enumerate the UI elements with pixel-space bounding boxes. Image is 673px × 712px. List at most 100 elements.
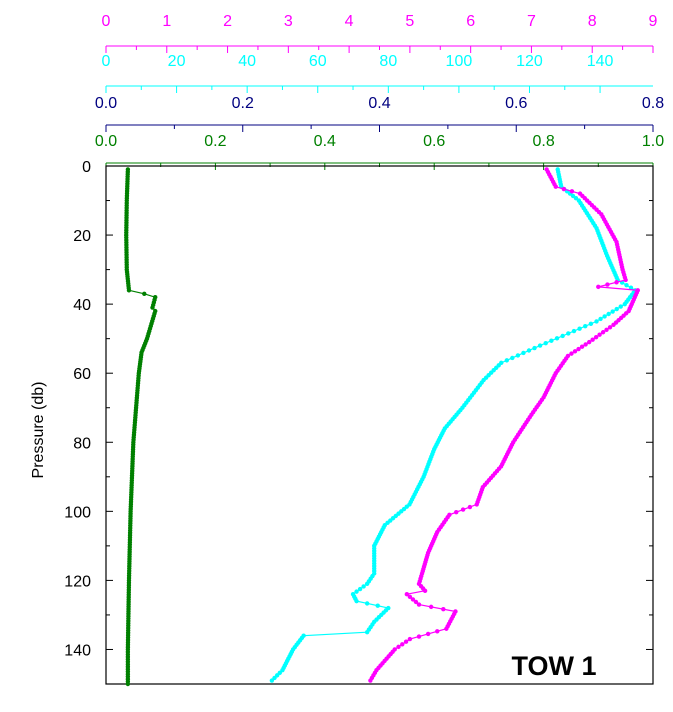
x-tick-label-cyan: 100 [446, 53, 473, 70]
data-point-magenta [569, 189, 575, 194]
x-tick-label-green: 0.4 [314, 133, 336, 150]
data-point-magenta [586, 339, 592, 345]
y-tick-label: 20 [73, 228, 91, 245]
data-point-cyan [624, 282, 629, 288]
series-green [124, 167, 158, 687]
data-point-magenta [416, 634, 422, 639]
data-point-cyan [537, 343, 543, 348]
tow-annotation: TOW 1 [511, 651, 596, 681]
x-axis-cyan: 0 20 40 60 80 100 120 140 [102, 53, 653, 93]
x-tick-label-green: 0.0 [95, 133, 117, 150]
data-point-cyan [269, 678, 275, 683]
x-tick-label-navy: 0.6 [505, 95, 527, 112]
y-axis: 0 20 40 60 80 100 120 140 [64, 159, 653, 659]
data-point-cyan [375, 603, 380, 608]
x-axes: 0 1 2 3 4 5 6 7 8 9 0 20 40 60 80 100 120 140 0.0 0.2 0.4 0.6… [95, 13, 664, 170]
data-point-magenta [561, 186, 567, 192]
data-point-magenta [576, 346, 581, 352]
data-point-cyan [571, 328, 577, 334]
data-point-cyan [526, 348, 532, 353]
x-tick-label-green: 0.2 [204, 133, 226, 150]
data-point-magenta [400, 642, 405, 647]
data-point-magenta [590, 337, 595, 342]
data-point-magenta [407, 636, 413, 642]
x-tick-label-magenta: 3 [284, 13, 293, 30]
data-point-magenta [441, 606, 446, 612]
data-point-cyan [354, 598, 359, 604]
data-point-cyan [504, 358, 509, 363]
data-point-cyan [622, 301, 627, 307]
data-point-magenta [623, 277, 628, 283]
data-point-cyan [354, 589, 359, 594]
x-tick-label-magenta: 5 [405, 13, 414, 30]
data-point-cyan [364, 630, 370, 635]
data-point-cyan [628, 285, 634, 290]
data-point-magenta [454, 509, 459, 515]
x-axis-green: 0.0 0.2 0.4 0.6 0.8 1.0 [95, 133, 664, 170]
data-point-magenta [428, 604, 434, 610]
x-tick-label-cyan: 40 [238, 53, 256, 70]
data-point-magenta [474, 502, 479, 507]
data-point-magenta [569, 351, 574, 356]
y-tick-label: 60 [73, 366, 91, 383]
data-point-cyan [549, 338, 554, 343]
x-tick-label-cyan: 120 [516, 53, 543, 70]
data-point-cyan [606, 311, 611, 317]
x-tick-label-cyan: 80 [379, 53, 397, 70]
data-point-green [150, 305, 155, 310]
data-point-magenta [403, 639, 409, 644]
y-tick-label: 120 [64, 573, 91, 590]
data-point-magenta [553, 184, 558, 189]
data-point-green [125, 681, 131, 687]
data-point-magenta [416, 602, 422, 607]
data-point-cyan [614, 306, 619, 312]
data-point-magenta [396, 644, 401, 650]
x-tick-label-cyan: 140 [587, 53, 614, 70]
data-point-magenta [410, 597, 416, 602]
x-tick-label-green: 1.0 [642, 133, 664, 150]
x-tick-label-magenta: 8 [588, 13, 597, 30]
data-point-cyan [357, 586, 363, 592]
data-point-magenta [460, 507, 466, 512]
y-tick-label: 100 [64, 504, 91, 521]
series-line-magenta [369, 169, 639, 681]
x-tick-label-navy: 0.2 [232, 95, 254, 112]
x-tick-label-magenta: 0 [102, 13, 111, 30]
x-tick-label-green: 0.6 [423, 133, 445, 150]
x-tick-label-magenta: 6 [466, 13, 475, 30]
data-point-magenta [579, 344, 585, 349]
data-point-cyan [594, 319, 599, 324]
data-point-magenta [607, 325, 613, 330]
data-point-cyan [588, 321, 594, 327]
x-tick-label-magenta: 1 [162, 13, 171, 30]
x-tick-label-magenta: 2 [223, 13, 232, 30]
y-tick-label: 140 [64, 642, 91, 659]
data-point-cyan [364, 581, 370, 587]
x-axis-magenta: 0 1 2 3 4 5 6 7 8 9 [102, 13, 658, 53]
y-axis-label: Pressure (db) [30, 382, 47, 479]
x-tick-label-magenta: 9 [649, 13, 658, 30]
data-point-cyan [543, 340, 548, 346]
x-tick-label-navy: 0.8 [642, 95, 664, 112]
data-point-magenta [572, 349, 578, 354]
data-point-green [126, 288, 132, 293]
data-point-magenta [444, 626, 449, 631]
x-tick-label-cyan: 20 [168, 53, 186, 70]
data-point-magenta [605, 282, 610, 287]
x-tick-label-magenta: 7 [527, 13, 536, 30]
data-point-magenta [467, 504, 473, 510]
data-point-cyan [602, 314, 607, 319]
y-tick-label: 80 [73, 435, 91, 452]
x-tick-label-cyan: 0 [102, 53, 111, 70]
data-point-magenta [368, 678, 373, 683]
y-tick-label: 40 [73, 297, 91, 314]
x-tick-label-navy: 0.4 [368, 95, 390, 112]
series-magenta [368, 167, 641, 683]
data-point-green [142, 291, 147, 296]
x-tick-label-magenta: 4 [345, 13, 354, 30]
data-point-cyan [598, 316, 603, 322]
plot-frame [105, 165, 654, 685]
data-point-cyan [610, 309, 615, 314]
y-tick-label: 0 [82, 159, 91, 176]
